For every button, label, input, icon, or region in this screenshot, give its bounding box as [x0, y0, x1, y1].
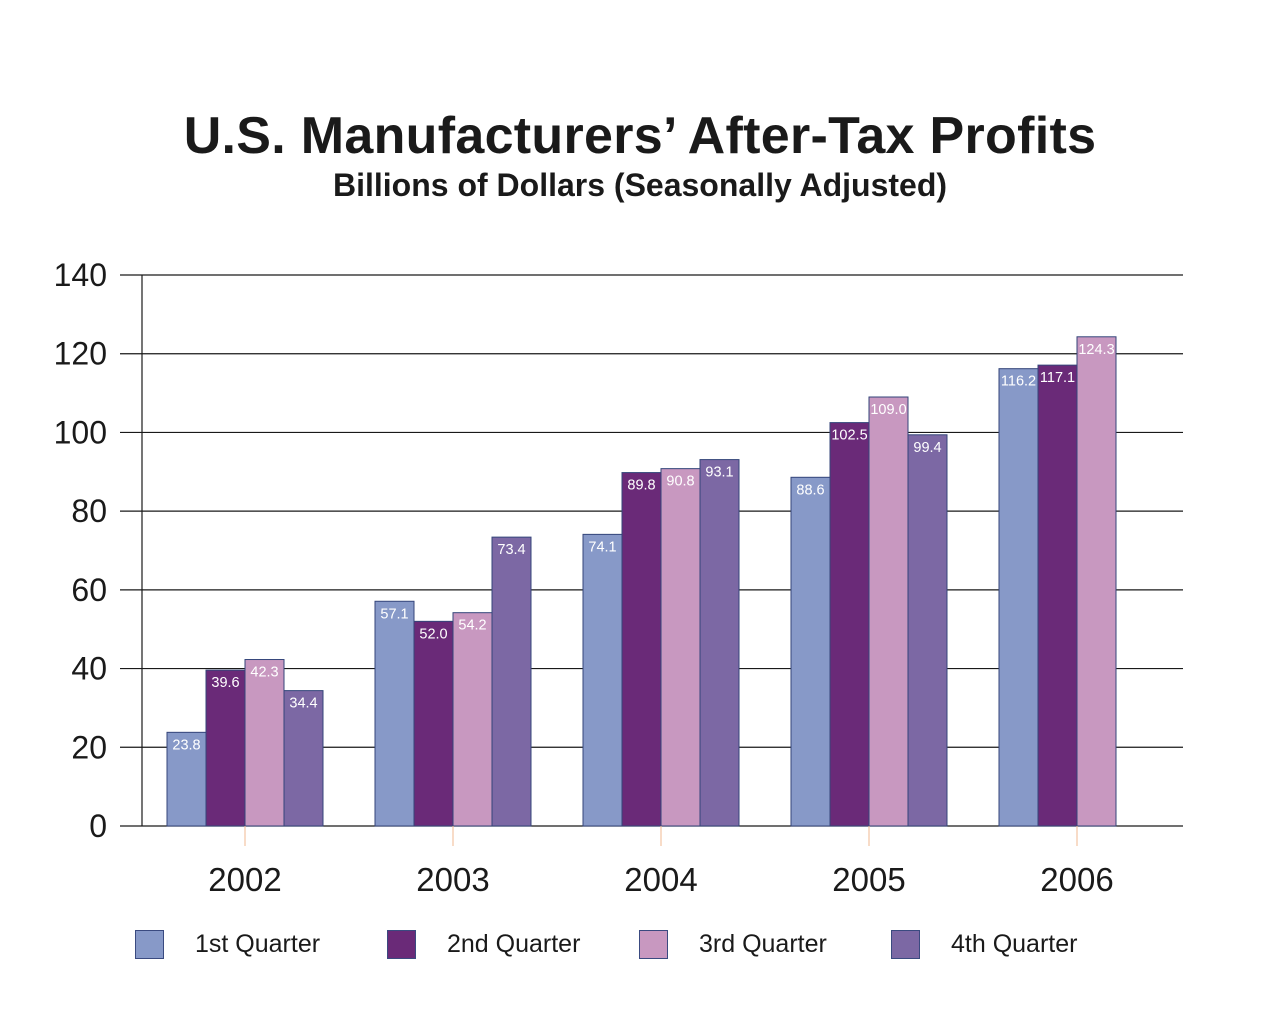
bar-2003-q4: [491, 536, 532, 827]
bar-2005-q4: [907, 434, 948, 827]
y-tick-label: 140: [54, 257, 107, 293]
y-tick-label: 40: [71, 651, 107, 687]
legend-label: 3rd Quarter: [699, 930, 827, 958]
legend-label: 2nd Quarter: [447, 930, 581, 958]
bar-2002-q2: [205, 669, 246, 827]
bar-2005-q3: [868, 396, 909, 827]
x-tick-label: 2002: [208, 861, 281, 898]
data-label: 34.4: [289, 696, 317, 712]
data-labels: 23.8 39.6 42.3 34.4 57.1 52.0 54.2 73.4 74.1 89.8…: [172, 342, 1114, 754]
y-tick-label: 0: [89, 808, 107, 844]
bar-2005-q1: [790, 476, 831, 827]
data-label: 117.1: [1040, 370, 1075, 386]
data-label: 57.1: [380, 606, 408, 622]
data-label: 39.6: [211, 675, 239, 691]
bar-2003-q2: [413, 620, 454, 827]
data-label: 73.4: [497, 542, 525, 558]
legend-swatch: [135, 930, 164, 959]
data-label: 124.3: [1078, 342, 1114, 358]
y-tick-label: 100: [54, 414, 107, 450]
data-label: 52.0: [419, 626, 447, 642]
bar-2004-q4: [699, 459, 740, 827]
bar-2003-q3: [452, 612, 493, 827]
data-label: 102.5: [831, 428, 867, 444]
legend-label: 4th Quarter: [951, 930, 1078, 958]
data-label: 90.8: [666, 474, 694, 490]
chart-subtitle: Billions of Dollars (Seasonally Adjusted…: [332, 167, 948, 203]
legend-swatch: [891, 930, 920, 959]
chart-title: U.S. Manufacturers’ After-Tax Profits: [183, 107, 1097, 165]
bar-2003-q1: [374, 600, 415, 827]
data-label: 54.2: [458, 618, 486, 634]
data-label: 23.8: [172, 737, 200, 753]
x-tick-label: 2006: [1040, 861, 1113, 898]
legend-swatch: [387, 930, 416, 959]
y-axis: 0 20 40 60 80 100 120 140: [54, 257, 143, 844]
bar-2002-q1: [166, 731, 207, 827]
legend-swatch: [639, 930, 668, 959]
legend-label: 1st Quarter: [195, 930, 321, 958]
x-axis: 2002 2003 2004 2005 2006: [208, 826, 1114, 898]
data-label: 116.2: [1001, 374, 1036, 390]
x-tick-label: 2005: [832, 861, 905, 898]
bar-2006-q1: [998, 368, 1039, 827]
y-tick-label: 80: [71, 493, 107, 529]
data-label: 88.6: [796, 482, 824, 498]
x-tick-label: 2004: [624, 861, 697, 898]
y-tick-label: 20: [71, 729, 107, 765]
bar-2004-q2: [621, 472, 662, 827]
bar-2006-q2: [1037, 364, 1078, 827]
x-tick-label: 2003: [416, 861, 489, 898]
y-tick-label: 60: [71, 572, 107, 608]
data-label: 93.1: [705, 465, 733, 481]
data-label: 109.0: [870, 402, 906, 418]
bar-2002-q4: [283, 690, 324, 827]
bar-2006-q3: [1076, 336, 1117, 827]
data-label: 74.1: [588, 539, 616, 555]
data-label: 42.3: [250, 665, 278, 681]
bar-2005-q2: [829, 422, 870, 827]
data-label: 99.4: [913, 440, 941, 456]
bar-2004-q1: [582, 533, 623, 827]
bar-2004-q3: [660, 468, 701, 827]
bars: [166, 336, 1117, 827]
y-tick-label: 120: [54, 336, 107, 372]
bar-2002-q3: [244, 659, 285, 827]
data-label: 89.8: [627, 478, 655, 494]
